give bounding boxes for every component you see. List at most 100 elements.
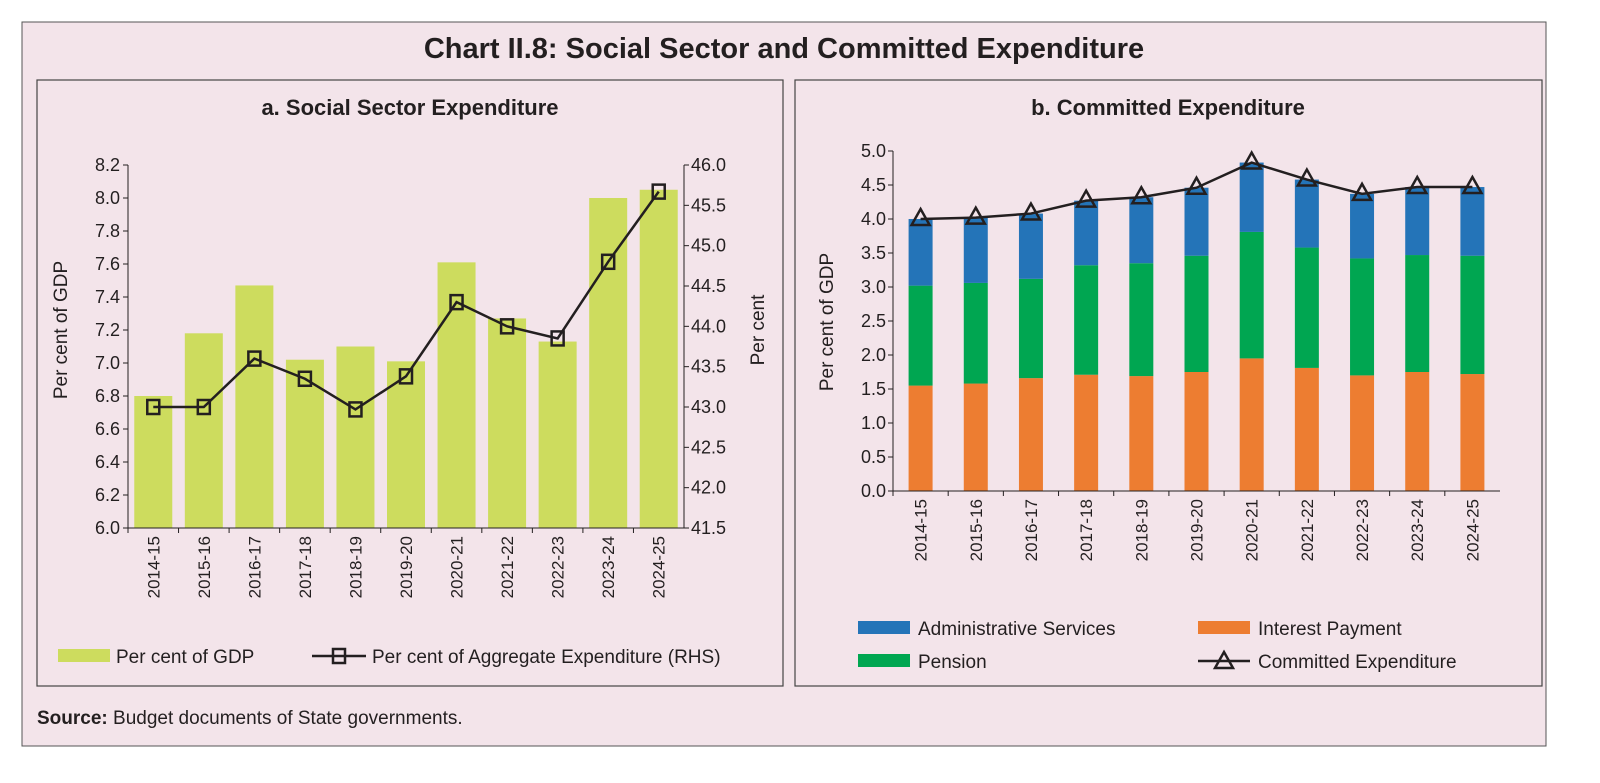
y-tick-label: 4.0 — [861, 209, 886, 229]
legend-swatch — [1198, 621, 1250, 634]
y-tick-label: 6.0 — [95, 518, 120, 538]
x-tick-label: 2020-21 — [448, 536, 467, 598]
y-tick-label: 6.6 — [95, 419, 120, 439]
marker-2024-25 — [651, 183, 666, 200]
marker-2017-18 — [297, 370, 313, 388]
y-right-tick-label: 45.5 — [691, 195, 726, 215]
marker-2015-16 — [196, 398, 212, 416]
bar-pension-2022-23 — [1350, 258, 1375, 376]
marker-2020-21 — [449, 293, 464, 311]
y-right-tick-label: 42.5 — [691, 437, 726, 457]
panel-b-frame — [794, 79, 1543, 687]
bar-2018-19 — [336, 346, 375, 528]
x-tick-label: 2024-25 — [1463, 499, 1482, 561]
source-label: Source: — [37, 708, 108, 729]
y-tick-label: 8.0 — [95, 188, 120, 208]
source-text: Budget documents of State governments. — [113, 708, 463, 729]
y-right-tick-label: 44.0 — [691, 316, 726, 336]
line-committed-expenditure — [920, 161, 1473, 221]
marker-2019-20 — [1185, 175, 1208, 195]
y-tick-label: 3.5 — [861, 243, 886, 263]
x-tick-label: 2021-22 — [498, 536, 517, 598]
y-tick-label: 5.0 — [861, 141, 886, 161]
y-right-tick-label: 42.0 — [691, 478, 726, 498]
figure-title: Chart II.8: Social Sector and Committed … — [424, 33, 1144, 65]
y-tick-label: 3.0 — [861, 277, 886, 297]
marker-2016-17 — [1019, 201, 1043, 221]
y-right-tick-label: 46.0 — [691, 155, 726, 175]
bar-administrative-services-2018-19 — [1129, 197, 1154, 264]
x-tick-label: 2018-19 — [1132, 499, 1151, 561]
x-tick-label: 2017-18 — [296, 536, 315, 598]
marker-2023-24 — [600, 253, 616, 271]
legend-swatch — [858, 621, 910, 634]
bar-pension-2019-20 — [1184, 255, 1209, 372]
bar-administrative-services-2015-16 — [963, 217, 988, 283]
legend-triangle-marker — [1212, 649, 1236, 670]
legend-label-aggregate: Per cent of Aggregate Expenditure (RHS) — [372, 647, 721, 668]
bar-administrative-services-2014-15 — [908, 219, 933, 286]
y-tick-label: 0.5 — [861, 447, 886, 467]
bar-2020-21 — [437, 262, 476, 528]
y-right-tick-label: 41.5 — [691, 518, 726, 538]
marker-2018-19 — [348, 401, 363, 418]
y-right-tick-label: 43.0 — [691, 397, 726, 417]
panel-a-plot: 6.0 6.2 6.4 6.6 6.8 7.0 7.2 7.4 7.6 7.8 8.0 8.2 41.5… — [51, 155, 769, 668]
x-tick-label: 2022-23 — [1353, 499, 1372, 561]
bar-2021-22 — [488, 318, 527, 528]
x-tick-label: 2019-20 — [397, 536, 416, 598]
bar-administrative-services-2016-17 — [1018, 213, 1043, 279]
panel-a-frame — [36, 79, 784, 687]
marker-2021-22 — [499, 318, 515, 335]
source-note: Source: Budget documents of State govern… — [37, 708, 463, 729]
y-right-tick-label: 44.5 — [691, 276, 726, 296]
y-tick-label: 2.5 — [861, 311, 886, 331]
bar-2022-23 — [538, 341, 577, 528]
bar-pension-2021-22 — [1294, 247, 1319, 368]
bar-2015-16 — [184, 333, 223, 528]
bar-pension-2020-21 — [1239, 231, 1264, 359]
marker-2024-25 — [1461, 174, 1484, 195]
legend-label: Interest Payment — [1258, 619, 1402, 640]
bar-interest-payment-2021-22 — [1294, 367, 1319, 491]
y-tick-label: 0.0 — [861, 481, 886, 501]
y-tick-label: 7.6 — [95, 254, 120, 274]
marker-2016-17 — [247, 350, 262, 367]
x-tick-label: 2019-20 — [1188, 499, 1207, 561]
legend-label: Committed Expenditure — [1258, 652, 1457, 673]
bar-2024-25 — [639, 189, 678, 528]
y-tick-label: 1.5 — [861, 379, 886, 399]
y-tick-label: 6.4 — [95, 452, 120, 472]
x-tick-label: 2014-15 — [144, 536, 163, 598]
bar-2016-17 — [235, 285, 274, 528]
bar-pension-2015-16 — [963, 282, 988, 384]
bar-administrative-services-2021-22 — [1294, 179, 1319, 248]
bar-administrative-services-2022-23 — [1350, 193, 1375, 259]
y-tick-label: 4.5 — [861, 175, 886, 195]
x-tick-label: 2020-21 — [1243, 499, 1262, 561]
bar-administrative-services-2017-18 — [1074, 200, 1099, 266]
y-tick-label: 7.0 — [95, 353, 120, 373]
legend-swatch — [858, 654, 910, 667]
y-right-tick-label: 43.5 — [691, 357, 726, 377]
legend-swatch-gdp — [58, 649, 110, 662]
legend-label-gdp: Per cent of GDP — [116, 647, 254, 668]
y-tick-label: 7.4 — [95, 287, 120, 307]
marker-2022-23 — [1350, 181, 1374, 202]
bar-interest-payment-2019-20 — [1184, 372, 1209, 491]
marker-2014-15 — [146, 398, 161, 416]
y-axis-label-right: Per cent — [748, 294, 769, 365]
panel-b-title: b. Committed Expenditure — [1031, 95, 1305, 120]
bar-interest-payment-2016-17 — [1018, 378, 1043, 491]
legend-square-marker — [331, 647, 347, 665]
marker-2020-21 — [1240, 150, 1263, 170]
y-axis-label: Per cent of GDP — [817, 253, 838, 391]
bar-pension-2024-25 — [1460, 255, 1485, 375]
bar-administrative-services-2023-24 — [1405, 187, 1430, 256]
bar-2014-15 — [134, 396, 173, 528]
x-tick-label: 2016-17 — [1022, 499, 1041, 561]
y-tick-label: 7.2 — [95, 320, 120, 340]
figure-background — [21, 21, 1547, 747]
x-tick-label: 2023-24 — [1408, 499, 1427, 561]
